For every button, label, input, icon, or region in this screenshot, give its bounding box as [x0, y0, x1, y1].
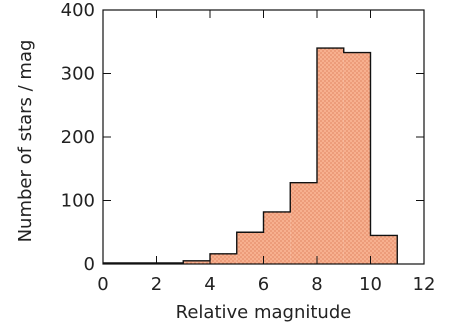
- y-tick-label-2: 200: [61, 127, 95, 148]
- y-axis-label: Number of stars / mag: [15, 40, 36, 243]
- histogram-bar-7: [370, 235, 398, 264]
- histogram-bar-5: [317, 48, 344, 264]
- x-tick-label-0: 0: [97, 274, 108, 295]
- x-tick-label-5: 10: [359, 274, 382, 295]
- y-tick-label-1: 100: [61, 191, 95, 212]
- plot-frame: [102, 9, 425, 265]
- histogram-bar-2: [236, 232, 264, 264]
- histogram-bar-4: [290, 182, 317, 264]
- histogram-bar-0: [183, 260, 210, 264]
- histogram-bars: [103, 47, 398, 264]
- histogram-bar-3: [263, 211, 291, 264]
- y-tick-label-0: 0: [84, 254, 95, 275]
- x-tick-label-1: 2: [151, 274, 162, 295]
- x-tick-label-6: 12: [413, 274, 436, 295]
- x-tick-label-2: 4: [204, 274, 215, 295]
- histogram-bar-6: [343, 52, 371, 264]
- histogram-bar-1: [210, 253, 237, 264]
- x-tick-label-3: 6: [258, 274, 269, 295]
- x-ticks: 0 2 4 6 8 10 12: [97, 10, 435, 295]
- y-tick-label-3: 300: [61, 64, 95, 85]
- y-ticks: 0 100 200 300 400: [61, 0, 424, 275]
- x-axis-label: Relative magnitude: [176, 302, 352, 323]
- y-tick-label-4: 400: [61, 0, 95, 21]
- x-tick-label-4: 8: [311, 274, 322, 295]
